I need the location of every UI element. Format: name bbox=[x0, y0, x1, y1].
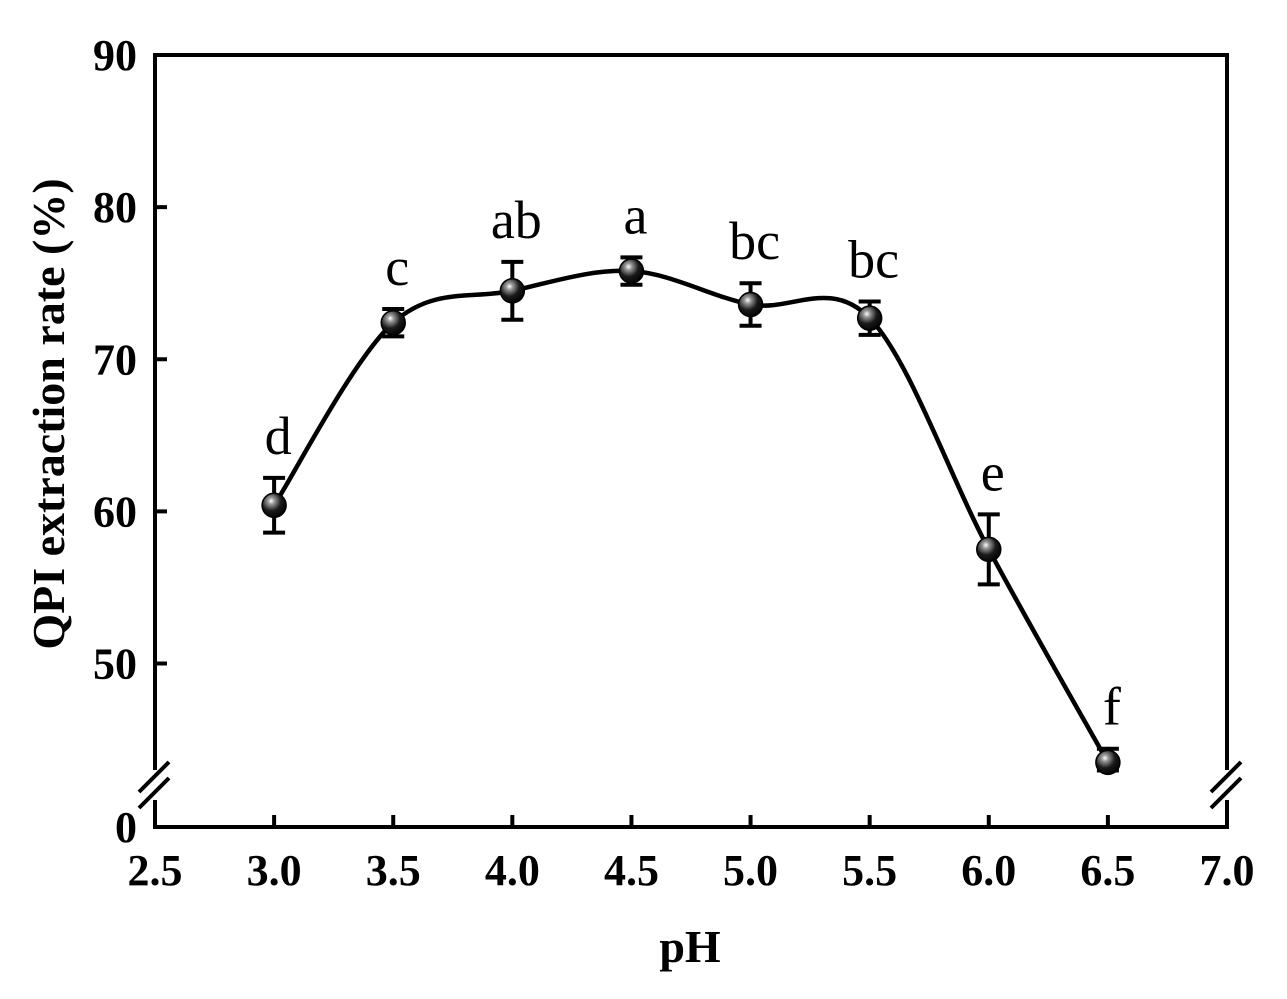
x-tick-label: 3.0 bbox=[247, 846, 302, 895]
x-tick-label: 7.0 bbox=[1200, 846, 1255, 895]
data-point bbox=[261, 492, 287, 519]
data-point bbox=[976, 536, 1002, 563]
x-tick-label: 6.5 bbox=[1080, 846, 1135, 895]
data-point bbox=[737, 291, 764, 318]
axis-break-mark-right bbox=[1209, 776, 1243, 810]
significance-letter: d bbox=[265, 406, 292, 466]
x-tick-label: 3.5 bbox=[366, 846, 421, 895]
data-point bbox=[380, 309, 406, 336]
significance-letter: bc bbox=[729, 211, 780, 271]
significance-letter: a bbox=[623, 185, 647, 245]
plot-area: d c ab a bc bc e f bbox=[261, 185, 1121, 776]
fit-line bbox=[272, 268, 1110, 764]
y-tick-label: 80 bbox=[93, 183, 137, 232]
y-tick-label: 60 bbox=[93, 487, 137, 536]
significance-letter: bc bbox=[848, 229, 899, 289]
x-tick-label: 4.5 bbox=[604, 846, 659, 895]
y-tick-label: 70 bbox=[93, 335, 137, 384]
significance-letter: c bbox=[385, 237, 409, 297]
x-tick-label: 6.0 bbox=[961, 846, 1016, 895]
significance-letter: e bbox=[981, 442, 1005, 502]
y-tick-label: 90 bbox=[93, 31, 137, 80]
x-tick-label: 2.5 bbox=[128, 846, 183, 895]
data-point bbox=[856, 305, 883, 331]
x-tick-label: 5.5 bbox=[842, 846, 897, 895]
significance-letter: ab bbox=[491, 190, 542, 250]
data-point bbox=[618, 258, 645, 284]
x-axis-title: pH bbox=[659, 921, 721, 972]
y-axis-title: QPI extraction rate (%) bbox=[23, 178, 74, 649]
axis-break-mark-left bbox=[137, 760, 171, 794]
plot-frame bbox=[153, 53, 1229, 829]
axis-break-mark-left bbox=[137, 776, 171, 810]
data-point bbox=[1095, 749, 1121, 776]
x-tick-label: 4.0 bbox=[485, 846, 540, 895]
significance-letter: f bbox=[1103, 677, 1121, 737]
axis-break-mark-right bbox=[1209, 760, 1243, 794]
y-tick-label: 0 bbox=[115, 803, 137, 852]
axes: 2.5 3.0 3.5 4.0 4.5 5.0 5.5 6.0 6.5 7.0 0 50 60 70 80 9… bbox=[93, 31, 1255, 895]
y-tick-label: 50 bbox=[93, 640, 137, 689]
x-tick-label: 5.0 bbox=[723, 846, 778, 895]
data-point bbox=[499, 278, 526, 304]
